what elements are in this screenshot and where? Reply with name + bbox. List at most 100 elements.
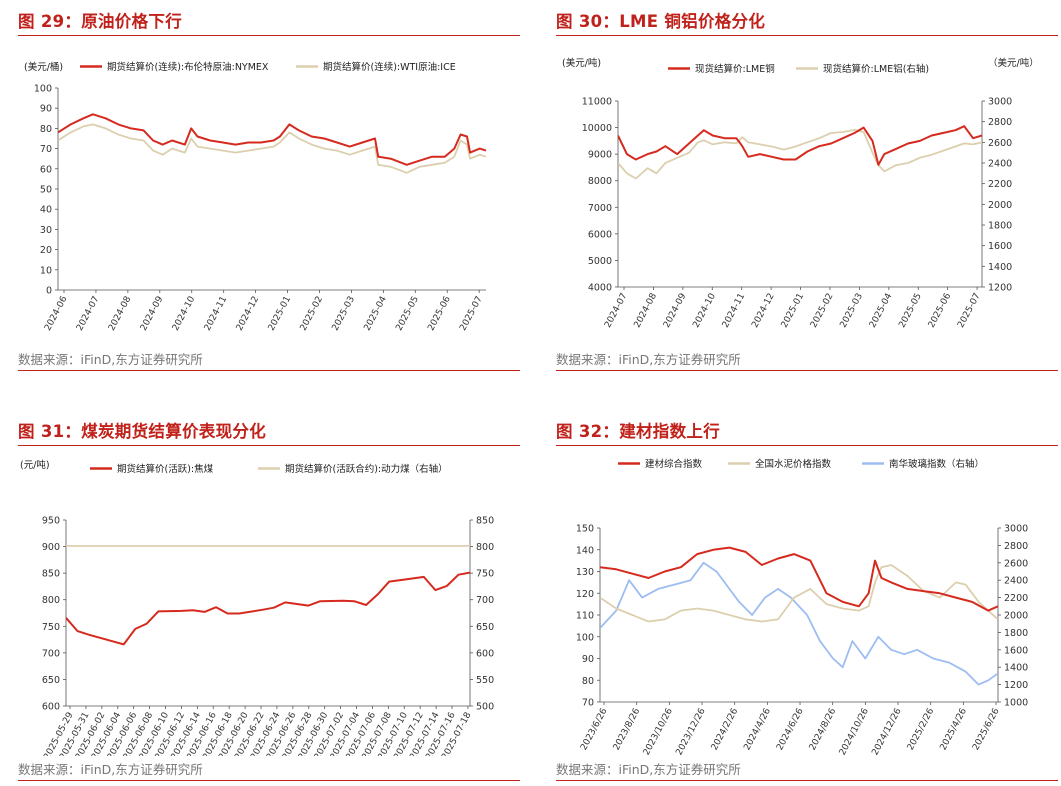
x-tick-label: 2025-01 — [780, 292, 806, 330]
y-tick-label-right: 700 — [476, 595, 494, 606]
series-line-0 — [618, 125, 982, 166]
y-tick-label-right: 2200 — [988, 179, 1012, 190]
y-tick-label-left: 20 — [40, 245, 52, 256]
series-line-2 — [600, 561, 998, 686]
series-line-0 — [58, 113, 486, 166]
x-tick-label: 2024-08 — [107, 294, 134, 332]
y-tick-label-left: 100 — [576, 632, 594, 643]
y-tick-label-left: 5000 — [588, 256, 612, 267]
y-tick-label-left: 70 — [40, 144, 52, 155]
legend-label: 现货结算价:LME铜 — [695, 63, 775, 75]
y-tick-label-right: 1600 — [988, 241, 1012, 252]
series-line-1 — [58, 123, 486, 174]
y-tick-label-left: 110 — [576, 611, 594, 622]
y-tick-label-right: 1400 — [988, 262, 1012, 273]
y-tick-label-right: 3000 — [988, 97, 1012, 108]
y-tick-label-left: 40 — [40, 205, 52, 216]
right-axis-unit: （美元/吨） — [988, 57, 1039, 69]
series-line-1 — [618, 129, 982, 180]
y-tick-label-right: 600 — [476, 648, 494, 659]
x-tick-label: 2025/6/26 — [971, 706, 1002, 752]
series-line-1 — [600, 564, 998, 623]
y-tick-label-left: 650 — [42, 675, 60, 686]
left-axis-unit: (美元/吨) — [562, 57, 601, 69]
y-tick-label-left: 9000 — [588, 150, 612, 161]
panel-coal-futures: 图 31：煤炭期货结算价表现分化 600 650 700 750 800 850 900 95… — [18, 414, 520, 786]
y-tick-label-left: 150 — [576, 524, 594, 535]
x-tick-label: 2025-07 — [458, 295, 484, 333]
title-rule — [18, 35, 520, 36]
legend-label: 建材综合指数 — [645, 458, 703, 470]
axes — [615, 100, 985, 290]
y-tick-label-right: 1200 — [1004, 680, 1028, 691]
legend-label: 期货结算价(活跃):焦煤 — [117, 463, 214, 475]
y-tick-label-right: 500 — [476, 702, 494, 713]
x-tick-label: 2024-07 — [75, 295, 101, 333]
y-tick-label-left: 130 — [576, 567, 594, 578]
y-tick-label-right: 1000 — [1004, 698, 1028, 709]
x-tick-label: 2023/10/26 — [642, 706, 675, 756]
y-tick-label-right: 1800 — [988, 221, 1012, 232]
panel-lme-copper-aluminum: 图 30：LME 铜铝价格分化 4000 5000 6000 7000 8000 9000… — [556, 4, 1058, 376]
x-tick-label: 2024-12 — [750, 292, 776, 330]
chart-svg: 600 650 700 750 800 850 900 950 500 550 600 650 700 7… — [20, 459, 494, 756]
legend-label: 期货结算价(连续):WTI原油:ICE — [323, 61, 456, 73]
x-tick-label: 2024/4/26 — [742, 706, 773, 752]
coal-chart: 600 650 700 750 800 850 900 950 500 550 600 650 700 7… — [18, 450, 520, 756]
y-tick-label-left: 900 — [42, 542, 60, 553]
axes — [597, 527, 1001, 705]
y-tick-label-left: 700 — [42, 648, 60, 659]
x-tick-label: 2024-09 — [662, 291, 689, 329]
y-tick-label-left: 30 — [40, 225, 52, 236]
y-tick-label-left: 80 — [40, 124, 52, 135]
source-note: 数据来源：iFinD,东方证券研究所 — [556, 352, 741, 367]
y-tick-label-right: 1400 — [1004, 663, 1028, 674]
figure-title: 图 31：煤炭期货结算价表现分化 — [18, 422, 267, 441]
chart-svg: 4000 5000 6000 7000 8000 9000 10000 11000 1200 14… — [562, 57, 1039, 330]
y-tick-label-right: 2800 — [988, 117, 1012, 128]
x-tick-label: 2024/10/26 — [838, 706, 871, 756]
left-axis-unit: (元/吨) — [20, 459, 50, 471]
bottom-rule — [18, 370, 520, 371]
building-materials-chart: 70 80 90 100 110 120 130 140 150 1000 1200 1400 1600… — [556, 450, 1058, 756]
axes — [55, 87, 486, 293]
panel-crude-oil: 图 29：原油价格下行 0 10 20 30 40 50 60 70 80 90 100 2024-0… — [18, 4, 520, 376]
y-tick-label-left: 80 — [582, 676, 594, 687]
y-tick-label-right: 1800 — [1004, 628, 1028, 639]
x-tick-label: 2023/8/26 — [612, 706, 643, 752]
y-tick-label-left: 800 — [42, 595, 60, 606]
y-tick-label-left: 120 — [576, 589, 594, 600]
y-tick-label-right: 2000 — [1004, 611, 1028, 622]
x-tick-label: 2024-12 — [235, 295, 261, 333]
y-tick-label-right: 650 — [476, 622, 494, 633]
x-tick-label: 2025-06 — [927, 291, 954, 329]
y-tick-label-right: 850 — [476, 516, 494, 527]
y-tick-label-right: 3000 — [1004, 524, 1028, 535]
x-tick-label: 2023/12/26 — [674, 706, 707, 756]
y-tick-label-left: 90 — [582, 654, 594, 665]
y-tick-label-right: 550 — [476, 675, 494, 686]
x-tick-label: 2024-10 — [691, 291, 718, 329]
source-note: 数据来源：iFinD,东方证券研究所 — [18, 352, 203, 367]
y-tick-label-left: 0 — [46, 286, 52, 297]
x-tick-label: 2025/4/26 — [939, 706, 970, 752]
x-tick-label: 2025/2/26 — [906, 706, 937, 752]
y-tick-label-left: 10 — [40, 265, 52, 276]
y-tick-label-right: 2600 — [1004, 558, 1028, 569]
figure-title: 图 32：建材指数上行 — [556, 422, 721, 441]
x-tick-label: 2025-07 — [956, 292, 982, 330]
x-tick-label: 2025-04 — [363, 294, 390, 332]
x-tick-label: 2024/6/26 — [775, 706, 806, 752]
x-tick-label: 2024-07 — [603, 292, 629, 330]
axes — [63, 519, 473, 709]
legend-label: 期货结算价(活跃合约):动力煤（右轴） — [285, 463, 448, 475]
x-tick-label: 2024/2/26 — [710, 706, 741, 752]
y-tick-label-left: 750 — [42, 622, 60, 633]
bottom-rule — [556, 370, 1058, 371]
y-tick-label-left: 70 — [582, 698, 594, 709]
x-tick-label: 2024/12/26 — [870, 706, 903, 756]
x-tick-label: 2024-11 — [721, 292, 747, 330]
y-tick-label-right: 750 — [476, 569, 494, 580]
x-tick-label: 2025-03 — [839, 292, 865, 330]
x-tick-label: 2024-08 — [633, 291, 660, 329]
